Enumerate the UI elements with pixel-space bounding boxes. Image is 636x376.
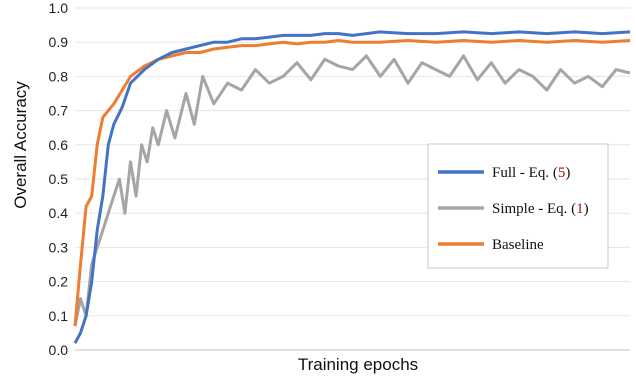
y-tick-label: 0.7 [49,103,69,119]
series-lines [73,30,631,344]
series-line-simple-eq-1 [73,54,631,327]
x-axis-label: Training epochs [298,355,418,374]
y-tick-label: 0.8 [49,68,69,84]
y-tick-label: 0.1 [49,308,69,324]
y-tick-label: 0.2 [49,274,69,290]
legend-label: Baseline [492,237,544,253]
y-tick-label: 1.0 [49,0,69,16]
legend-label: Simple - Eq. (1) [492,201,589,217]
legend-label: Full - Eq. (5) [492,165,570,181]
legend-box [427,143,609,269]
y-tick-label: 0.3 [49,239,69,255]
y-tick-labels: 0.0 0.1 0.2 0.3 0.4 0.5 0.6 0.7 0.8 0.9 1.0 [49,0,69,358]
series-line-full-eq-5 [73,30,631,344]
y-axis-label: Overall Accuracy [11,81,30,209]
y-tick-label: 0.4 [49,205,69,221]
y-tick-label: 0.5 [49,171,69,187]
series-line-baseline [73,39,631,327]
legend: Full - Eq. (5) Simple - Eq. (1) Baseline [427,143,609,269]
y-tick-label: 0.0 [49,342,69,358]
y-tick-label: 0.6 [49,137,69,153]
y-tick-label: 0.9 [49,34,69,50]
